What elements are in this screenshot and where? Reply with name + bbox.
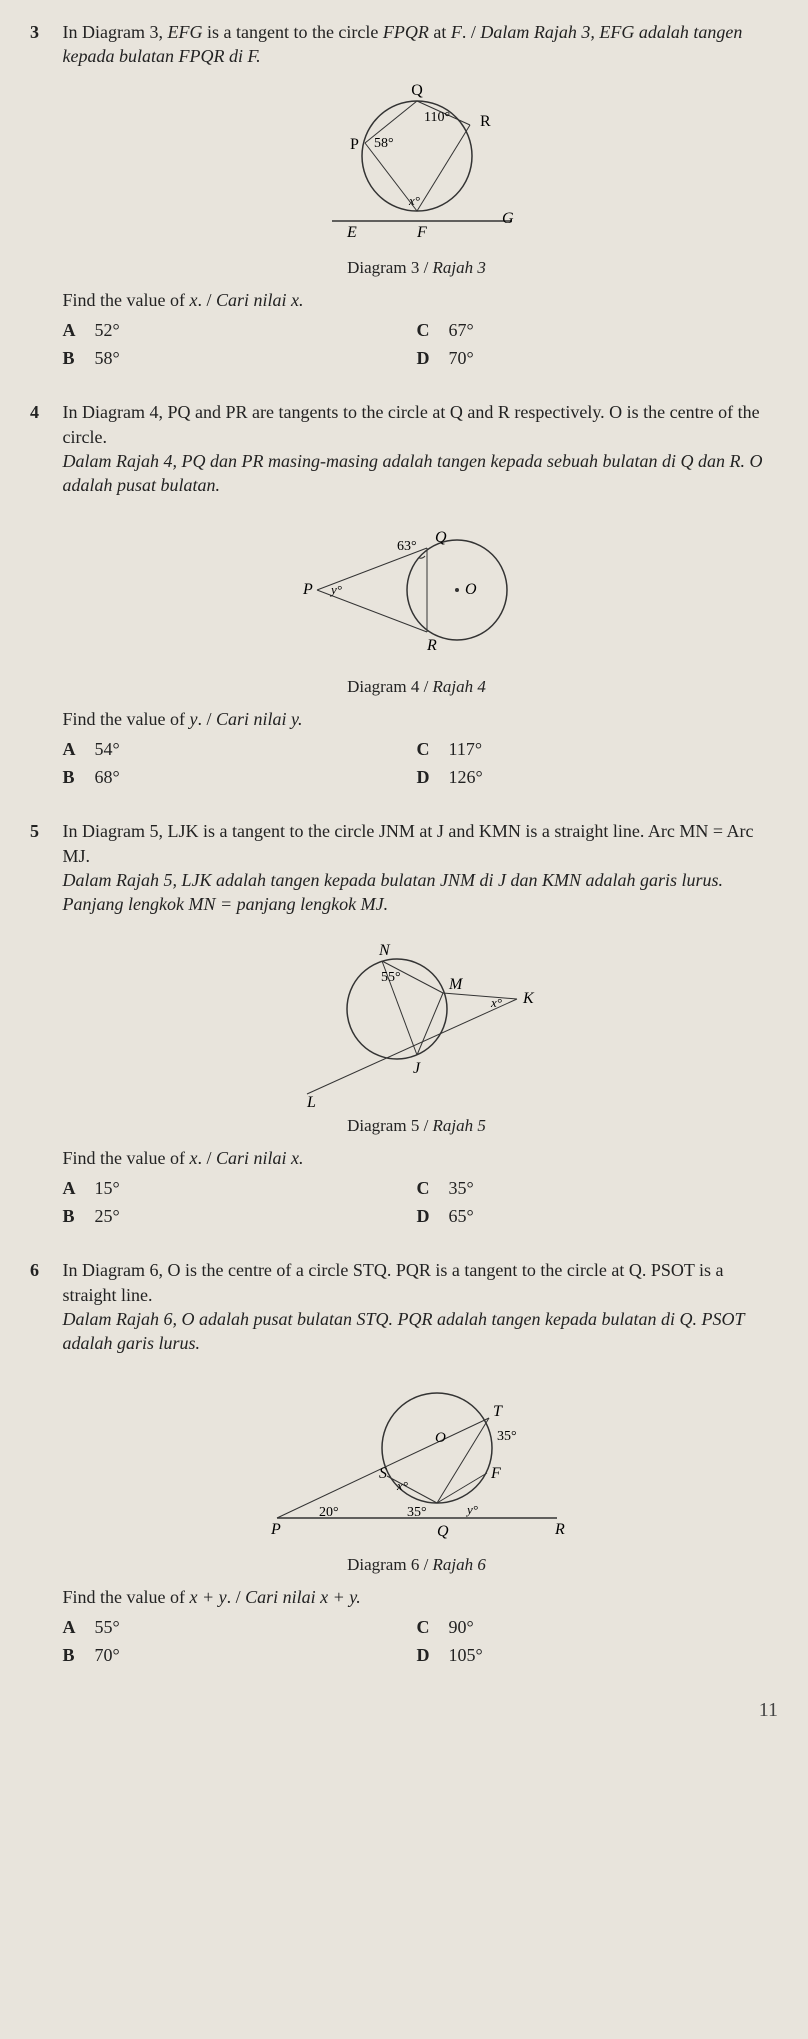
svg-text:O: O: [465, 581, 477, 598]
q4-number: 4: [30, 400, 58, 424]
svg-text:E: E: [346, 224, 357, 241]
svg-text:35°: 35°: [407, 1505, 427, 1520]
q6-answers: A55° C90° B70° D105°: [63, 1613, 771, 1670]
q6-ans-c: C90°: [417, 1613, 771, 1641]
q5-caption: Diagram 5 / Rajah 5: [63, 1115, 771, 1138]
svg-text:Q: Q: [435, 529, 447, 546]
q4-answers: A54° C117° B68° D126°: [63, 735, 771, 792]
q6-diagram: O T S F P Q R 35° 35° 20° x° y°: [63, 1368, 771, 1548]
question-4: 4 In Diagram 4, PQ and PR are tangents t…: [30, 400, 778, 791]
svg-text:110°: 110°: [424, 110, 450, 125]
q3-text: In Diagram 3, EFG is a tangent to the ci…: [63, 22, 743, 66]
q6-ans-a: A55°: [63, 1613, 417, 1641]
q3-ans-a: A52°: [63, 316, 417, 344]
svg-text:O: O: [435, 1430, 446, 1446]
q3-answers: A52° C67° B58° D70°: [63, 316, 771, 373]
q6-caption: Diagram 6 / Rajah 6: [63, 1554, 771, 1577]
svg-text:20°: 20°: [319, 1505, 339, 1520]
q6-text-en: In Diagram 6, O is the centre of a circl…: [63, 1260, 724, 1304]
svg-text:63°: 63°: [397, 539, 417, 554]
q5-ans-c: C35°: [417, 1174, 771, 1202]
svg-text:55°: 55°: [381, 970, 401, 985]
q6-text-ms: Dalam Rajah 6, O adalah pusat bulatan ST…: [63, 1307, 771, 1356]
q4-diagram: Q R P O 63° y°: [63, 510, 771, 670]
svg-text:G: G: [502, 210, 514, 227]
svg-text:y°: y°: [465, 1502, 478, 1517]
q5-body: In Diagram 5, LJK is a tangent to the ci…: [63, 819, 771, 1230]
q5-diagram: N M K J L 55° x°: [63, 929, 771, 1109]
q4-ans-c: C117°: [417, 735, 771, 763]
q3-ans-d: D70°: [417, 344, 771, 372]
svg-text:P: P: [302, 581, 313, 598]
q4-text-ms: Dalam Rajah 4, PQ dan PR masing-masing a…: [63, 449, 771, 498]
svg-text:S: S: [379, 1465, 387, 1482]
svg-text:Q: Q: [411, 82, 423, 99]
q5-ans-b: B25°: [63, 1202, 417, 1230]
svg-text:F: F: [490, 1465, 501, 1482]
svg-text:58°: 58°: [374, 136, 394, 151]
q5-text-ms: Dalam Rajah 5, LJK adalah tangen kepada …: [63, 868, 771, 917]
svg-text:R: R: [426, 637, 437, 654]
q3-number: 3: [30, 20, 58, 44]
q4-find: Find the value of y. / Cari nilai y.: [63, 707, 771, 731]
svg-text:K: K: [522, 990, 535, 1007]
question-5: 5 In Diagram 5, LJK is a tangent to the …: [30, 819, 778, 1230]
q3-ans-c: C67°: [417, 316, 771, 344]
svg-text:T: T: [493, 1403, 503, 1420]
q4-ans-a: A54°: [63, 735, 417, 763]
svg-text:L: L: [306, 1094, 316, 1109]
svg-text:R: R: [480, 113, 491, 130]
svg-text:M: M: [448, 976, 464, 993]
q5-answers: A15° C35° B25° D65°: [63, 1174, 771, 1231]
q5-ans-a: A15°: [63, 1174, 417, 1202]
q5-number: 5: [30, 819, 58, 843]
q5-text-en: In Diagram 5, LJK is a tangent to the ci…: [63, 821, 754, 865]
q3-body: In Diagram 3, EFG is a tangent to the ci…: [63, 20, 771, 372]
q3-caption: Diagram 3 / Rajah 3: [63, 257, 771, 280]
svg-text:P: P: [350, 136, 359, 153]
svg-text:J: J: [413, 1060, 421, 1077]
svg-text:x°: x°: [396, 1478, 408, 1493]
q3-find: Find the value of x. / Cari nilai x.: [63, 288, 771, 312]
svg-text:y°: y°: [329, 582, 342, 597]
q6-body: In Diagram 6, O is the centre of a circl…: [63, 1258, 771, 1669]
q6-find: Find the value of x + y. / Cari nilai x …: [63, 1585, 771, 1609]
svg-text:R: R: [554, 1521, 565, 1538]
svg-text:P: P: [270, 1521, 281, 1538]
svg-text:F: F: [416, 224, 427, 241]
q6-ans-d: D105°: [417, 1641, 771, 1669]
q6-number: 6: [30, 1258, 58, 1282]
q4-text-en: In Diagram 4, PQ and PR are tangents to …: [63, 402, 760, 446]
q3-diagram: Q R P 110° 58° x° E F G: [63, 81, 771, 251]
q4-body: In Diagram 4, PQ and PR are tangents to …: [63, 400, 771, 791]
question-3: 3 In Diagram 3, EFG is a tangent to the …: [30, 20, 778, 372]
svg-text:N: N: [378, 942, 391, 959]
q6-ans-b: B70°: [63, 1641, 417, 1669]
svg-text:x°: x°: [408, 193, 420, 208]
svg-text:35°: 35°: [497, 1429, 517, 1444]
q5-find: Find the value of x. / Cari nilai x.: [63, 1146, 771, 1170]
svg-text:Q: Q: [437, 1523, 449, 1540]
q4-ans-d: D126°: [417, 763, 771, 791]
svg-text:x°: x°: [490, 995, 502, 1010]
q4-caption: Diagram 4 / Rajah 4: [63, 676, 771, 699]
q5-ans-d: D65°: [417, 1202, 771, 1230]
q4-ans-b: B68°: [63, 763, 417, 791]
question-6: 6 In Diagram 6, O is the centre of a cir…: [30, 1258, 778, 1669]
page-number: 11: [30, 1697, 778, 1724]
q3-ans-b: B58°: [63, 344, 417, 372]
